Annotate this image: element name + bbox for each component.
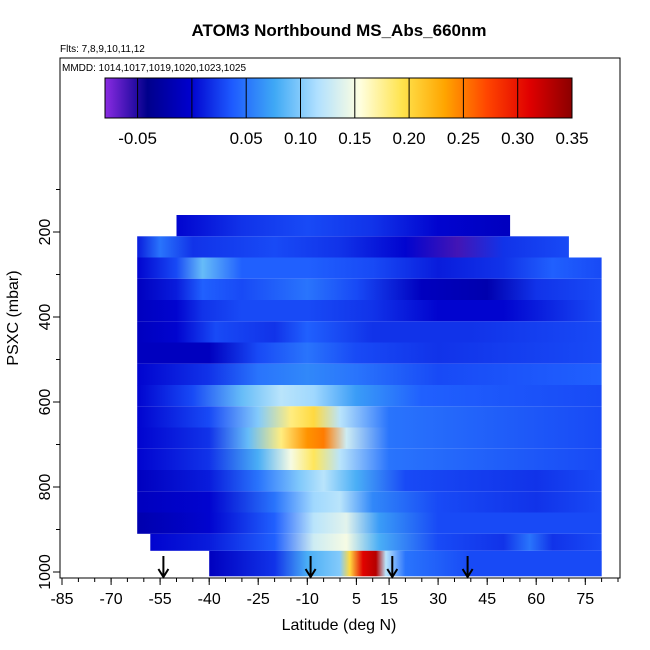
profile-arrow-head [157,568,170,579]
y-tick-label: 1000 [37,554,54,590]
colorbar-tick-label: -0.05 [118,129,157,148]
heatmap-layer [137,257,602,279]
heatmap-layer [209,550,602,577]
profile-arrow-head [304,568,317,579]
heatmap-layer [137,278,602,301]
heatmap-layer [137,300,602,322]
x-axis-label: Latitude (deg N) [282,617,397,634]
heatmap-layer [137,236,569,258]
heatmap-layer [137,406,602,428]
x-tick-label: 75 [576,591,594,608]
y-axis-label: PSXC (mbar) [5,270,22,365]
heatmap-layer [137,342,602,364]
colorbar-tick-label: 0.35 [555,129,588,148]
heatmap-layer [137,321,602,343]
x-tick-label: -55 [149,591,172,608]
heatmap-layer [137,427,602,449]
y-tick-label: 200 [37,219,54,246]
y-tick-label: 800 [37,474,54,501]
profile-arrow-head [461,568,474,579]
flights-note: Flts: 7,8,9,10,11,12 [60,44,145,55]
mmdd-note: MMDD: 1014,1017,1019,1020,1023,1025 [62,63,246,74]
colorbar-tick-label: 0.25 [447,129,480,148]
x-tick-label: 15 [380,591,398,608]
x-tick-label: -25 [247,591,270,608]
x-tick-label: 30 [429,591,447,608]
colorbar-tick-label: 0.20 [393,129,426,148]
axes: -85 -70 -55 -40 -25 -10 5 15 30 45 60 75 200 400 600 80… [37,189,619,608]
heatmap-layer [137,385,602,407]
profile-arrows [157,556,474,579]
heatmap-layer [176,215,511,237]
colorbar-tick-label: 0.10 [284,129,317,148]
x-tick-label: 5 [352,591,361,608]
heatmap-layer [137,512,602,534]
x-tick-label: -40 [198,591,221,608]
y-tick-label: 400 [37,304,54,331]
x-tick-label: -10 [296,591,319,608]
heatmap-layer [137,470,602,492]
x-tick-label: 45 [478,591,496,608]
heatmap-layer [137,448,602,471]
heatmap-layer [150,533,602,551]
colorbar-tick-label: 0.05 [230,129,263,148]
chart-title: ATOM3 Northbound MS_Abs_660nm [191,21,486,40]
y-tick-label: 600 [37,389,54,416]
x-tick-label: -85 [50,591,73,608]
colorbar-ramp [104,77,573,119]
colorbar: -0.05 0.05 0.10 0.15 0.20 0.25 0.30 0.35 [104,77,589,148]
colorbar-tick-label: 0.15 [338,129,371,148]
profile-arrow-head [386,568,399,579]
x-tick-label: 60 [527,591,545,608]
x-tick-label: -70 [100,591,123,608]
heatmap-layer [137,363,602,386]
colorbar-tick-label: 0.30 [501,129,534,148]
heatmap-layers [137,215,602,577]
heatmap-layer [137,491,602,513]
